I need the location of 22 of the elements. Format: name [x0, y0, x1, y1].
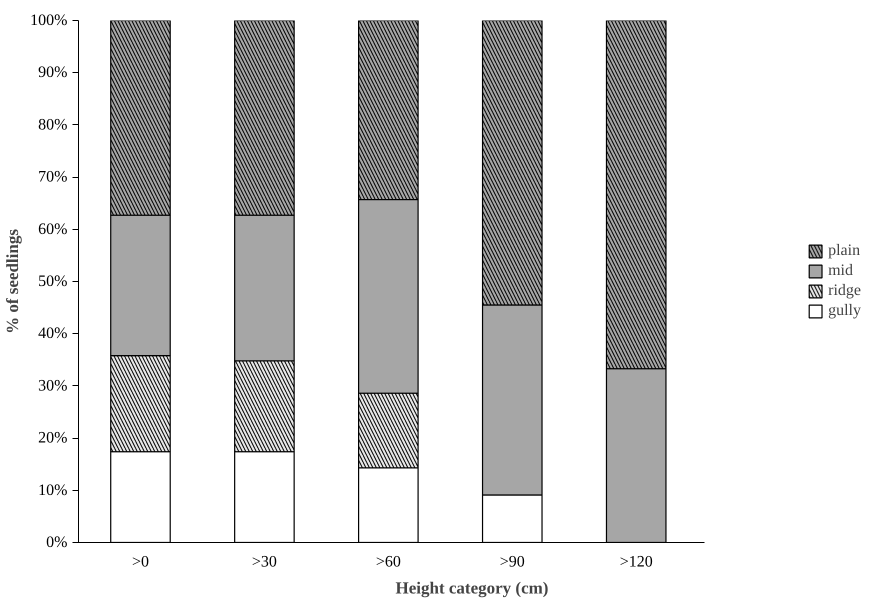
legend-label: ridge	[828, 282, 861, 300]
x-tick-label: >90	[500, 554, 525, 570]
x-tick-label: >120	[620, 554, 653, 570]
y-tick-label: 0%	[46, 534, 68, 551]
y-tick-label: 30%	[38, 377, 68, 394]
y-tick-label: 10%	[38, 482, 68, 499]
y-tick-label: 50%	[38, 273, 68, 290]
y-tick-label: 20%	[38, 430, 68, 447]
y-tick-label: 90%	[38, 64, 68, 82]
y-tick-label: 70%	[38, 168, 68, 186]
x-tick-label: >0	[132, 554, 149, 570]
x-axis-title: Height category (cm)	[396, 578, 548, 598]
x-tick-label: >60	[376, 554, 401, 570]
y-tick-label: 60%	[38, 220, 68, 238]
y-tick-label: 100%	[30, 12, 68, 29]
y-axis-title: % of seedlings	[3, 228, 22, 334]
legend-label: gully	[828, 302, 861, 320]
legend-label: plain	[828, 242, 860, 260]
y-tick-label: 40%	[38, 325, 68, 342]
y-tick-label: 80%	[38, 116, 68, 134]
x-tick-label: >30	[252, 554, 277, 570]
legend-label: mid	[828, 262, 853, 280]
